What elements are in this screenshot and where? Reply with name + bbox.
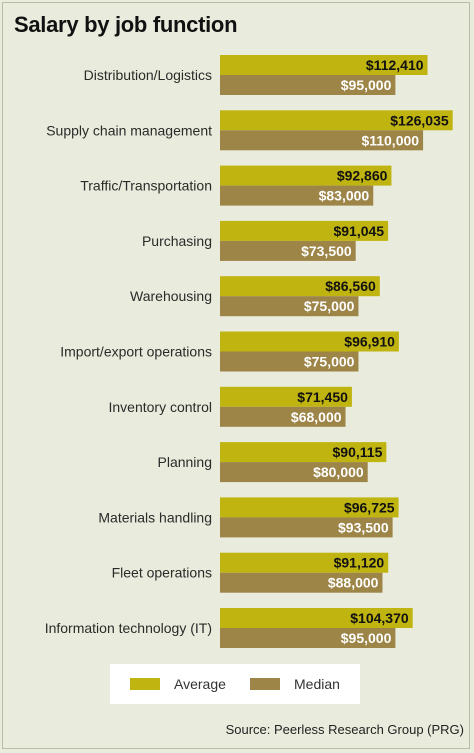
- legend-label-median: Median: [294, 676, 340, 692]
- category-label: Purchasing: [142, 233, 212, 249]
- category-label: Distribution/Logistics: [84, 67, 212, 83]
- legend: Average Median: [110, 664, 360, 704]
- bar-median: [220, 462, 368, 483]
- data-label-average: $104,370: [350, 610, 409, 626]
- category-label: Planning: [158, 454, 213, 470]
- bar-median: [220, 296, 359, 317]
- bar-average: [220, 165, 392, 186]
- legend-swatch-median: [250, 678, 280, 690]
- data-label-average: $96,725: [344, 499, 395, 515]
- data-label-median: $75,000: [304, 298, 355, 314]
- bar-average: [220, 55, 428, 75]
- chart-title: Salary by job function: [14, 12, 238, 37]
- bar-median: [220, 517, 393, 538]
- data-label-median: $93,500: [338, 519, 389, 535]
- data-label-average: $71,450: [297, 389, 348, 405]
- data-label-median: $95,000: [341, 630, 392, 646]
- data-label-median: $75,000: [304, 354, 355, 370]
- bar-median: [220, 406, 346, 427]
- bar-median: [220, 351, 359, 372]
- bar-average: [220, 442, 387, 463]
- category-label: Supply chain management: [46, 122, 212, 138]
- data-label-median: $110,000: [361, 132, 419, 148]
- data-label-median: $80,000: [313, 464, 364, 480]
- bar-average: [220, 608, 413, 628]
- data-label-average: $90,115: [333, 444, 383, 460]
- bar-average: [220, 220, 389, 241]
- category-label: Traffic/Transportation: [80, 178, 212, 194]
- data-label-median: $83,000: [319, 188, 370, 204]
- category-label: Import/export operations: [60, 344, 212, 360]
- bar-average: [220, 110, 453, 131]
- bar-average: [220, 276, 380, 297]
- data-label-median: $88,000: [328, 575, 379, 591]
- data-label-median: $68,000: [291, 409, 342, 425]
- bar-chart: Distribution/Logistics $112,410 $95,000 Sup…: [45, 55, 453, 648]
- bar-median: [220, 628, 396, 648]
- bar-median: [220, 75, 396, 95]
- legend-swatch-average: [130, 678, 160, 690]
- source-note: Source: Peerless Research Group (PRG): [225, 722, 464, 737]
- data-label-average: $91,120: [334, 555, 385, 571]
- legend-label-average: Average: [174, 676, 226, 692]
- data-label-average: $126,035: [390, 112, 449, 128]
- data-label-median: $95,000: [341, 77, 392, 93]
- category-label: Warehousing: [130, 288, 212, 304]
- data-label-average: $91,045: [333, 223, 384, 239]
- category-label: Fleet operations: [112, 565, 212, 581]
- data-label-median: $73,500: [301, 243, 352, 259]
- bar-median: [220, 185, 374, 206]
- bar-median: [220, 240, 356, 261]
- bar-average: [220, 497, 399, 518]
- data-label-average: $92,860: [337, 168, 388, 184]
- bar-average: [220, 386, 352, 407]
- bar-average: [220, 331, 399, 352]
- data-label-average: $86,560: [325, 278, 376, 294]
- data-label-average: $112,410: [366, 57, 424, 73]
- legend-item-median: Median: [250, 676, 340, 692]
- bar-median: [220, 130, 424, 151]
- data-label-average: $96,910: [344, 334, 395, 350]
- category-label: Materials handling: [98, 509, 212, 525]
- category-label: Inventory control: [109, 399, 213, 415]
- bar-average: [220, 552, 389, 573]
- category-label: Information technology (IT): [45, 620, 212, 636]
- bar-median: [220, 572, 383, 593]
- legend-item-average: Average: [130, 676, 226, 692]
